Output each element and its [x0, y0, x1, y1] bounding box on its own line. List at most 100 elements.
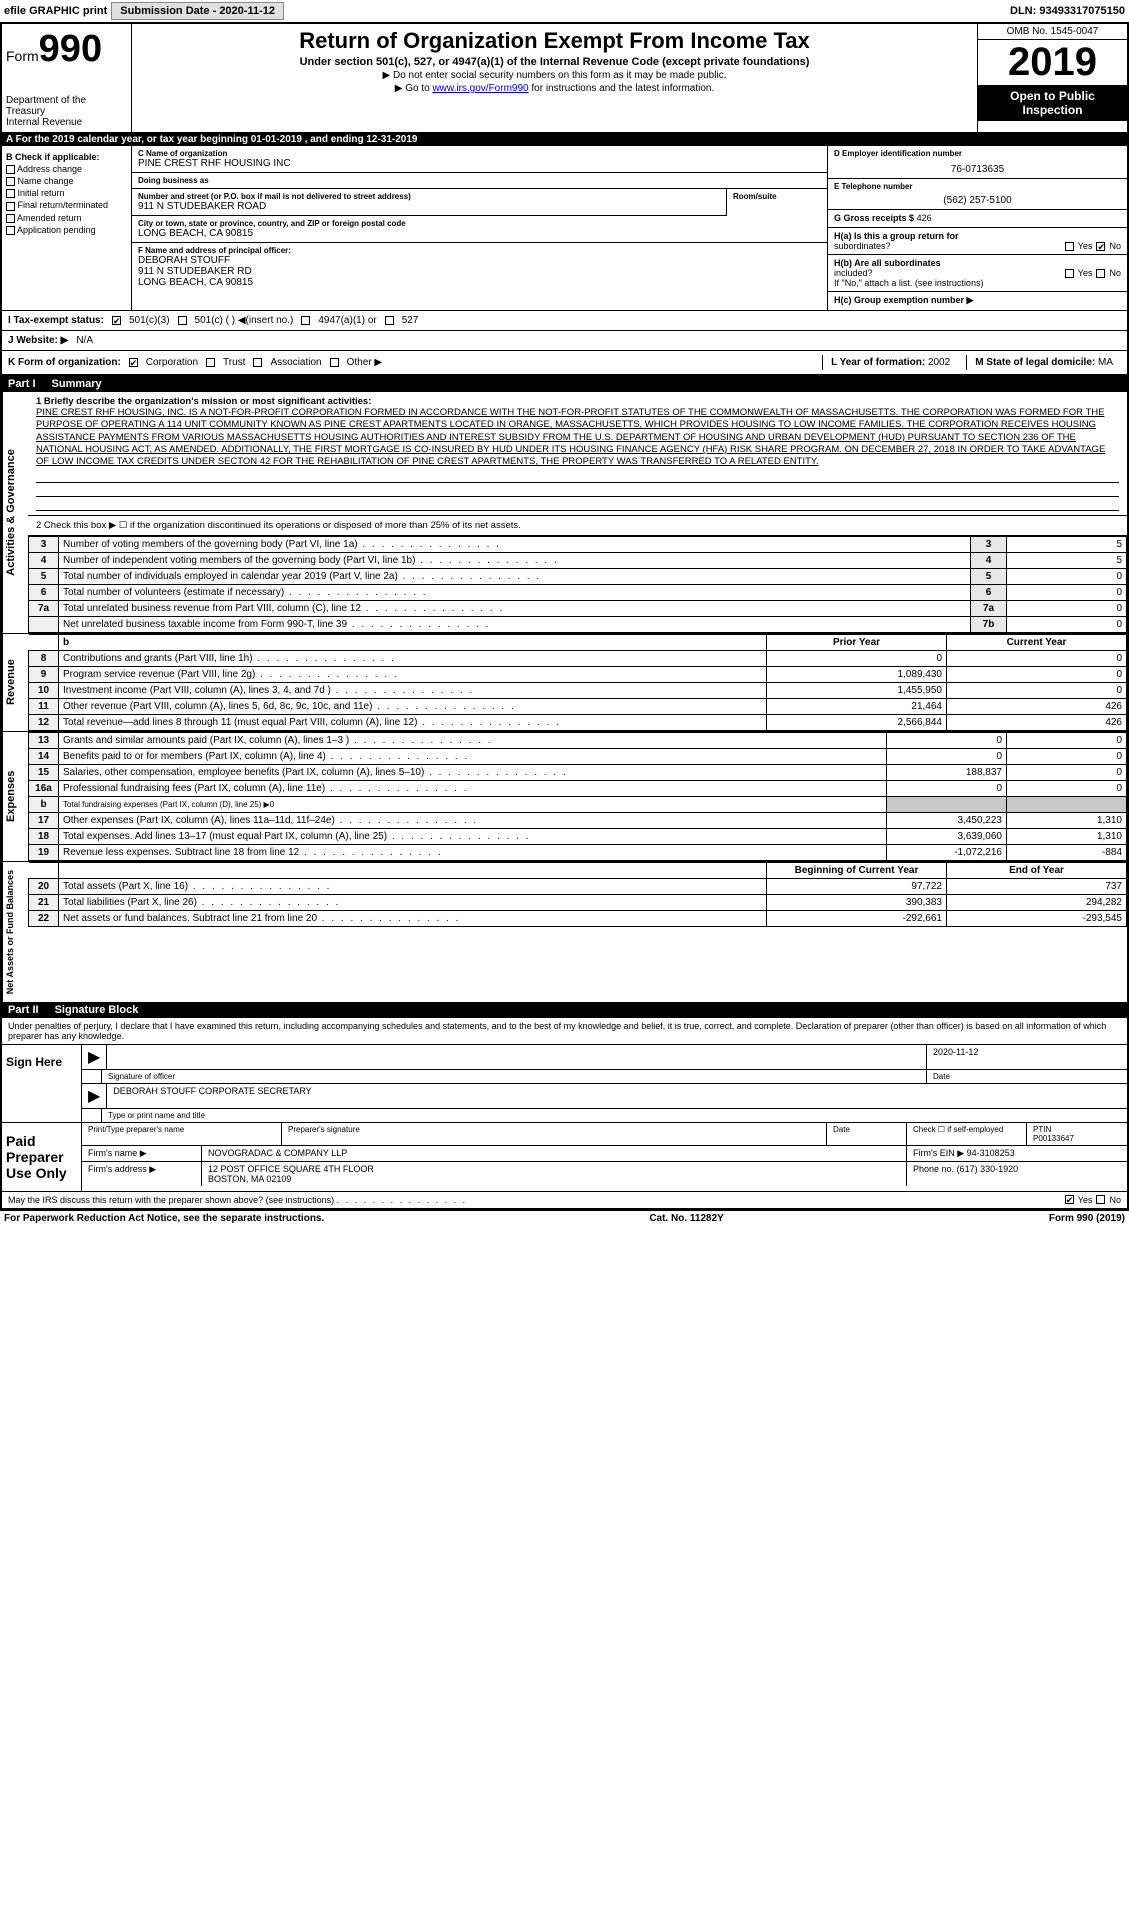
- dept-line3: Internal Revenue: [6, 117, 127, 128]
- prep-self-lbl: Check ☐ if self-employed: [907, 1123, 1027, 1145]
- firm-addr-lbl: Firm's address ▶: [82, 1162, 202, 1186]
- efile-top-bar: efile GRAPHIC print Submission Date - 20…: [0, 0, 1129, 22]
- grid-ag: 3 Number of voting members of the govern…: [28, 536, 1127, 633]
- mission-text: PINE CREST RHF HOUSING, INC. IS A NOT-FO…: [36, 407, 1119, 469]
- prep-date-lbl: Date: [827, 1123, 907, 1145]
- table-row: b Total fundraising expenses (Part IX, c…: [29, 796, 1127, 812]
- sig-name-lbl: Type or print name and title: [102, 1109, 1127, 1122]
- note2-post: for instructions and the latest informat…: [529, 83, 715, 94]
- header-middle: Return of Organization Exempt From Incom…: [132, 24, 977, 132]
- grid-exp: 13 Grants and similar amounts paid (Part…: [28, 732, 1127, 861]
- table-row: 22 Net assets or fund balances. Subtract…: [29, 910, 1127, 926]
- form-990-num: 990: [39, 28, 102, 70]
- org-name: PINE CREST RHF HOUSING INC: [138, 158, 821, 169]
- room-cell: Room/suite: [727, 189, 827, 216]
- chk-pending: Application pending: [6, 225, 127, 235]
- part1-exp: Expenses 13 Grants and similar amounts p…: [2, 731, 1127, 861]
- row-j: J Website: ▶ N/A: [2, 331, 1127, 351]
- sign-here-right: ▶ 2020-11-12 Signature of officer Date ▶…: [82, 1045, 1127, 1122]
- part1-rev: Revenue b Prior Year Current Year 8 Cont…: [2, 633, 1127, 731]
- firm-addr: 12 POST OFFICE SQUARE 4TH FLOOR BOSTON, …: [202, 1162, 907, 1186]
- city-lbl: City or town, state or province, country…: [138, 219, 821, 228]
- table-row: 21 Total liabilities (Part X, line 26) 3…: [29, 894, 1127, 910]
- part2-label: Part II: [8, 1004, 39, 1016]
- inspect2: Inspection: [982, 103, 1123, 117]
- addr-lbl: Number and street (or P.O. box if mail i…: [138, 192, 720, 201]
- table-row: 14 Benefits paid to or for members (Part…: [29, 748, 1127, 764]
- sign-here-row: Sign Here ▶ 2020-11-12 Signature of offi…: [2, 1044, 1127, 1122]
- sig-name: DEBORAH STOUFF CORPORATE SECRETARY: [107, 1084, 1127, 1108]
- part1-na: Net Assets or Fund Balances Beginning of…: [2, 861, 1127, 1002]
- city-cell: City or town, state or province, country…: [132, 216, 827, 243]
- ty-begin: 01-01-2019: [251, 134, 302, 145]
- hb-note: If "No," attach a list. (see instruction…: [834, 278, 1121, 288]
- chk-trust: [206, 358, 215, 367]
- header-left: Form990 Department of the Treasury Inter…: [2, 24, 132, 132]
- footer-mid: Cat. No. 11282Y: [649, 1213, 723, 1224]
- irs-link[interactable]: www.irs.gov/Form990: [432, 83, 528, 94]
- tax-year-bar: A For the 2019 calendar year, or tax yea…: [2, 133, 1127, 146]
- ha-cell: H(a) Is this a group return for subordin…: [828, 228, 1127, 255]
- footer-left: For Paperwork Reduction Act Notice, see …: [4, 1213, 324, 1224]
- gross-cell: G Gross receipts $ 426: [828, 210, 1127, 228]
- addr-val: 911 N STUDEBAKER ROAD: [138, 201, 720, 212]
- dept-treasury: Department of the Treasury Internal Reve…: [6, 95, 127, 128]
- line2: 2 Check this box ▶ ☐ if the organization…: [28, 516, 1127, 536]
- table-row: Net unrelated business taxable income fr…: [29, 616, 1127, 632]
- row-l: L Year of formation: 2002: [822, 355, 958, 370]
- chk-501c: [178, 316, 187, 325]
- side-activities-governance: Activities & Governance: [2, 392, 28, 633]
- row-i: I Tax-exempt status: 501(c)(3) 501(c) ( …: [2, 311, 1127, 331]
- table-row: 19 Revenue less expenses. Subtract line …: [29, 844, 1127, 860]
- row-j-val: N/A: [76, 335, 93, 346]
- tax-year: 2019: [978, 40, 1127, 85]
- part1-body: Activities & Governance 1 Briefly descri…: [2, 392, 1127, 633]
- sign-here-label: Sign Here: [2, 1045, 82, 1122]
- chk-4947: [301, 316, 310, 325]
- part1-title: Summary: [52, 378, 102, 390]
- addr-row: Number and street (or P.O. box if mail i…: [132, 189, 827, 216]
- form-header: Form990 Department of the Treasury Inter…: [2, 24, 1127, 133]
- row-k-lbl: K Form of organization:: [8, 357, 121, 368]
- ha-sub: subordinates?: [834, 241, 891, 251]
- dba-cell: Doing business as: [132, 173, 827, 189]
- table-row: 3 Number of voting members of the govern…: [29, 536, 1127, 552]
- col-b: B Check if applicable: Address change Na…: [2, 146, 132, 310]
- part2-title: Signature Block: [55, 1004, 139, 1016]
- dln-label: DLN: 93493317075150: [1010, 5, 1125, 17]
- prep-sig-lbl: Preparer's signature: [282, 1123, 827, 1145]
- table-row: 5 Total number of individuals employed i…: [29, 568, 1127, 584]
- col-current: Current Year: [947, 634, 1127, 650]
- officer-cell: F Name and address of principal officer:…: [132, 243, 827, 291]
- submission-date-button[interactable]: Submission Date - 2020-11-12: [111, 2, 284, 20]
- city-val: LONG BEACH, CA 90815: [138, 228, 821, 239]
- ty-pre: A For the 2019 calendar year, or tax yea…: [6, 134, 251, 145]
- table-row: 13 Grants and similar amounts paid (Part…: [29, 732, 1127, 748]
- hc-cell: H(c) Group exemption number ▶: [828, 292, 1127, 310]
- open-to-public: Open to Public Inspection: [978, 85, 1127, 121]
- note2-pre: ▶ Go to: [395, 83, 433, 94]
- dept-line2: Treasury: [6, 106, 127, 117]
- form-subtitle: Under section 501(c), 527, or 4947(a)(1)…: [140, 56, 969, 68]
- ha-lbl: H(a) Is this a group return for: [834, 231, 959, 241]
- side-revenue: Revenue: [2, 634, 28, 731]
- table-row: 10 Investment income (Part VIII, column …: [29, 682, 1127, 698]
- prep-name-lbl: Print/Type preparer's name: [82, 1123, 282, 1145]
- hb-lbl: H(b) Are all subordinates: [834, 258, 941, 268]
- grid-na: Beginning of Current Year End of Year 20…: [28, 862, 1127, 927]
- table-row: 12 Total revenue—add lines 8 through 11 …: [29, 714, 1127, 730]
- hc-lbl: H(c) Group exemption number ▶: [834, 295, 973, 305]
- chk-other: [330, 358, 339, 367]
- firm-phone: Phone no. (617) 330-1920: [907, 1162, 1127, 1186]
- col-prior: Prior Year: [767, 634, 947, 650]
- row-k: K Form of organization: Corporation Trus…: [2, 351, 1127, 376]
- org-name-lbl: C Name of organization: [138, 149, 821, 158]
- table-row: 9 Program service revenue (Part VIII, li…: [29, 666, 1127, 682]
- part1-header: Part I Summary: [2, 376, 1127, 392]
- discuss-text: May the IRS discuss this return with the…: [8, 1195, 1065, 1205]
- dba-lbl: Doing business as: [138, 176, 821, 185]
- row-j-lbl: J Website: ▶: [8, 335, 68, 346]
- form-title: Return of Organization Exempt From Incom…: [140, 28, 969, 54]
- col-c: C Name of organization PINE CREST RHF HO…: [132, 146, 827, 310]
- part2-header: Part II Signature Block: [2, 1002, 1127, 1018]
